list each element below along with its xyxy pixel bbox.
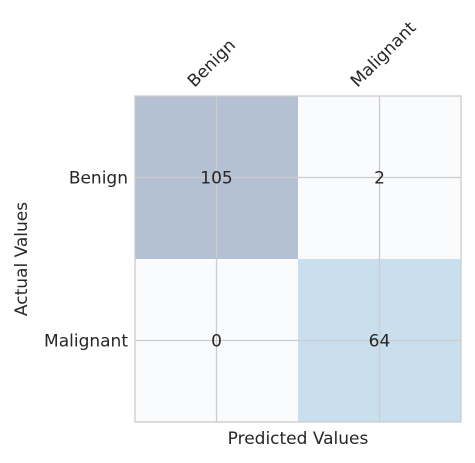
x-tick-label: Malignant — [347, 18, 421, 92]
cell-value-label: 64 — [369, 332, 391, 352]
cell-value-label: 105 — [200, 169, 232, 189]
y-tick-labels: Benign Malignant — [44, 169, 128, 352]
y-axis-label: Actual Values — [12, 202, 32, 316]
y-tick-label: Malignant — [44, 332, 128, 352]
cell-value-label: 2 — [374, 169, 385, 189]
y-tick-label: Benign — [69, 169, 128, 189]
x-axis-label: Predicted Values — [228, 429, 369, 449]
cell-value-labels: 105 2 0 64 — [200, 169, 390, 352]
heatmap-cells — [135, 96, 461, 422]
gridlines — [135, 96, 461, 422]
cell-value-label: 0 — [211, 332, 222, 352]
x-tick-label: Benign — [184, 36, 240, 92]
plot-frame — [134, 95, 462, 423]
x-tick-labels: Benign Malignant — [184, 18, 421, 92]
